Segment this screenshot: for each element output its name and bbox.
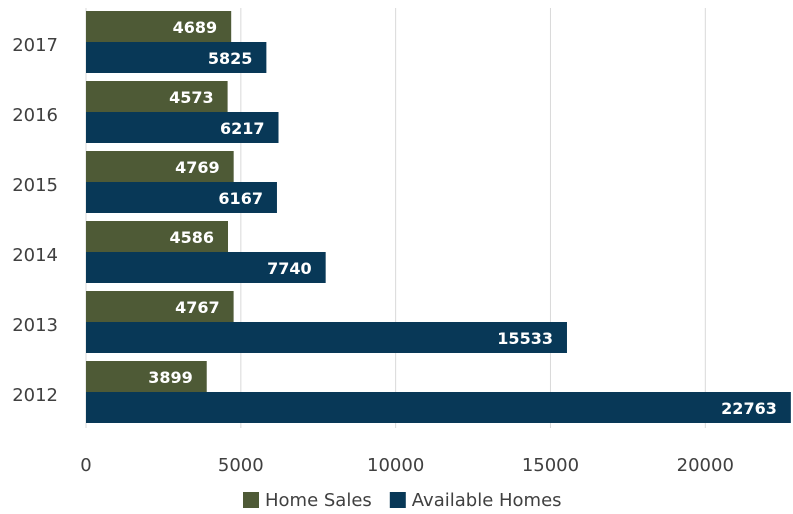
- value-label: 7740: [267, 259, 312, 278]
- bar: [86, 81, 228, 112]
- legend-label: Home Sales: [265, 490, 372, 511]
- y-tick-label: 2012: [12, 385, 58, 406]
- bar: [86, 221, 229, 252]
- bar: [86, 11, 232, 42]
- bar: [86, 361, 207, 392]
- y-tick-label: 2014: [12, 245, 58, 266]
- y-tick-label: 2017: [12, 35, 58, 56]
- bar: [86, 252, 326, 283]
- value-label: 4769: [175, 158, 220, 177]
- value-label: 15533: [497, 329, 553, 348]
- value-label: 4586: [169, 228, 214, 247]
- legend-swatch: [389, 492, 406, 508]
- x-tick-label: 10000: [367, 455, 424, 476]
- x-tick-label: 5000: [218, 455, 264, 476]
- bar: [86, 291, 234, 322]
- value-label: 22763: [721, 399, 777, 418]
- value-label: 4573: [169, 88, 214, 107]
- x-tick-label: 15000: [522, 455, 579, 476]
- bar: [86, 151, 234, 182]
- bar: [86, 392, 791, 423]
- value-label: 3899: [148, 368, 193, 387]
- legend-label: Available Homes: [412, 490, 562, 511]
- y-tick-label: 2015: [12, 175, 58, 196]
- bar: [86, 322, 567, 353]
- x-tick-label: 20000: [677, 455, 734, 476]
- value-label: 6217: [220, 119, 265, 138]
- bar: [86, 182, 277, 213]
- value-label: 6167: [218, 189, 263, 208]
- value-label: 4689: [173, 18, 218, 37]
- y-tick-label: 2016: [12, 105, 58, 126]
- value-label: 5825: [208, 49, 253, 68]
- legend-swatch: [243, 492, 259, 508]
- x-tick-label: 0: [80, 455, 91, 476]
- bar: [86, 42, 267, 73]
- bar: [86, 112, 279, 143]
- value-label: 4767: [175, 298, 220, 317]
- y-tick-label: 2013: [12, 315, 58, 336]
